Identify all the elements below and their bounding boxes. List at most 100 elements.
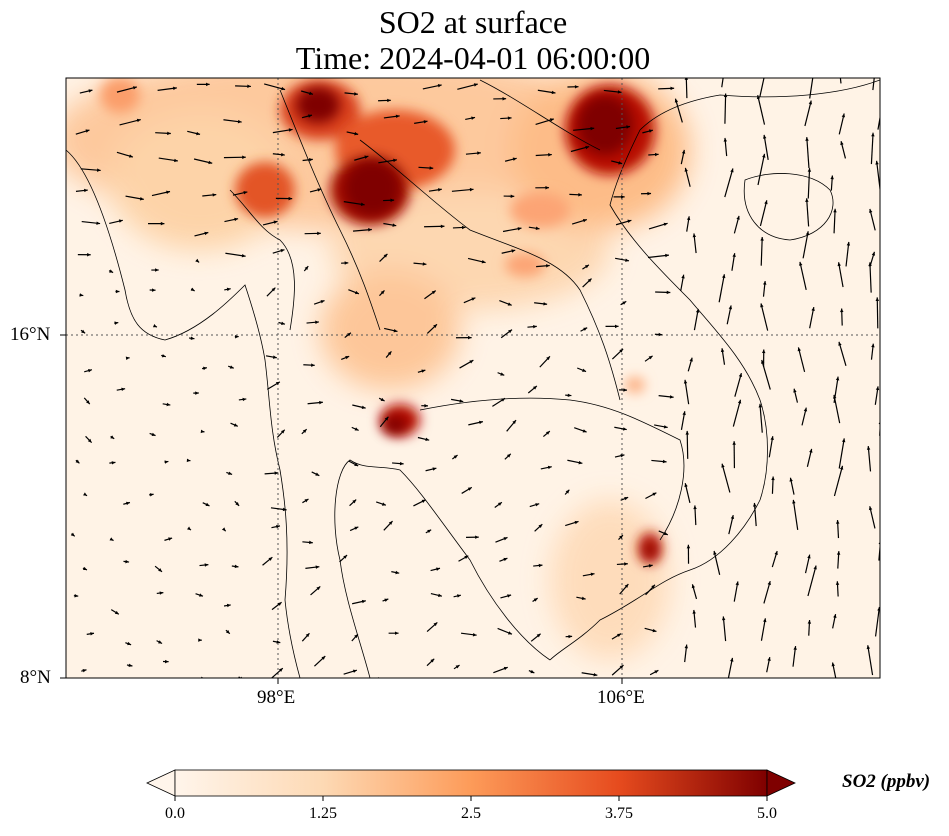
wind-arrow-head bbox=[574, 520, 579, 525]
coastline-borders bbox=[66, 79, 880, 678]
map-title: SO2 at surface bbox=[378, 4, 568, 40]
wind-arrow-head bbox=[689, 357, 693, 362]
wind-arrow-head bbox=[501, 398, 506, 402]
wind-arrow-head bbox=[477, 151, 481, 155]
wind-arrow-shaft bbox=[757, 95, 766, 125]
wind-arrow-head bbox=[305, 633, 310, 638]
wind-arrow-head bbox=[837, 63, 840, 67]
wind-arrow-shaft bbox=[685, 78, 688, 99]
wind-arrow-head bbox=[681, 274, 685, 279]
wind-arrow-head bbox=[582, 429, 587, 433]
wind-arrow-shaft bbox=[760, 618, 766, 641]
wind-arrow-head bbox=[590, 572, 595, 577]
wind-arrow-head bbox=[771, 476, 775, 481]
wind-arrow-shaft bbox=[839, 78, 842, 84]
wind-arrow-head bbox=[590, 126, 595, 131]
wind-arrow-head bbox=[387, 351, 392, 356]
wind-arrow-head bbox=[811, 307, 815, 311]
wind-arrow-head bbox=[720, 348, 725, 353]
wind-arrow-head bbox=[663, 531, 668, 536]
wind-arrow-head bbox=[186, 458, 191, 463]
wind-arrow-head bbox=[803, 407, 808, 412]
wind-arrow-head bbox=[881, 100, 884, 104]
wind-arrow-head bbox=[846, 241, 851, 246]
wind-arrow-head bbox=[622, 301, 627, 305]
wind-arrow-head bbox=[833, 614, 837, 618]
map-subtitle-time: Time: 2024-04-01 06:00:00 bbox=[295, 40, 651, 76]
wind-arrow-head bbox=[393, 328, 398, 333]
wind-arrow-head bbox=[648, 129, 653, 133]
wind-arrow-head bbox=[132, 86, 137, 90]
wind-arrow-head bbox=[760, 237, 764, 241]
wind-arrow-head bbox=[503, 537, 508, 541]
wind-arrow-head bbox=[354, 290, 359, 295]
wind-arrow-shaft bbox=[718, 274, 725, 303]
wind-arrow-head bbox=[422, 262, 427, 266]
wind-arrow-head bbox=[684, 167, 688, 172]
wind-arrow-shaft bbox=[799, 261, 807, 291]
wind-arrow-head bbox=[247, 84, 251, 89]
wind-arrow-head bbox=[235, 502, 240, 506]
wind-arrow-head bbox=[728, 305, 733, 310]
lat-label-8n: 8°N bbox=[20, 667, 51, 688]
wind-arrow-head bbox=[128, 154, 133, 158]
wind-arrow-head bbox=[233, 423, 238, 427]
wind-arrow-head bbox=[581, 596, 586, 601]
wind-arrow-head bbox=[620, 453, 625, 458]
wind-arrow-head bbox=[125, 356, 130, 360]
wind-arrow-shaft bbox=[238, 676, 242, 678]
wind-arrow-head bbox=[243, 191, 248, 195]
wind-arrow-head bbox=[204, 231, 209, 236]
wind-arrow-head bbox=[473, 83, 478, 87]
wind-arrow-head bbox=[565, 489, 570, 494]
wind-arrow-head bbox=[737, 399, 742, 404]
wind-arrow-head bbox=[315, 320, 319, 325]
wind-arrow-head bbox=[436, 567, 440, 571]
wind-arrow-head bbox=[430, 658, 435, 663]
wind-arrow-head bbox=[237, 119, 242, 124]
wind-arrow-head bbox=[395, 114, 400, 119]
wind-arrow-head bbox=[304, 499, 309, 503]
wind-arrow-head bbox=[429, 166, 434, 170]
wind-arrow-head bbox=[797, 347, 801, 352]
wind-arrow-head bbox=[674, 98, 679, 103]
wind-arrow-head bbox=[317, 231, 321, 236]
wind-arrow-head bbox=[235, 334, 239, 339]
wind-arrow-head bbox=[549, 118, 554, 122]
wind-arrow-head bbox=[475, 535, 479, 539]
wind-arrow-head bbox=[695, 308, 700, 313]
wind-arrow-head bbox=[874, 63, 877, 67]
wind-arrow-shaft bbox=[876, 297, 879, 329]
wind-arrow-head bbox=[593, 672, 598, 677]
wind-arrow-head bbox=[621, 195, 625, 199]
wind-arrow-head bbox=[840, 141, 844, 146]
wind-arrow-head bbox=[208, 160, 213, 165]
wind-arrow-head bbox=[805, 231, 810, 236]
wind-arrow-shaft bbox=[887, 479, 894, 505]
wind-arrow-head bbox=[721, 463, 725, 468]
wind-arrow-head bbox=[763, 281, 767, 285]
wind-arrow-head bbox=[277, 602, 282, 606]
lat-label-16n: 16°N bbox=[10, 324, 51, 345]
wind-arrow-head bbox=[574, 85, 579, 89]
wind-arrow-shaft bbox=[734, 372, 742, 397]
wind-arrow-head bbox=[764, 200, 768, 205]
wind-arrow-head bbox=[683, 379, 688, 384]
wind-arrow-head bbox=[869, 208, 873, 213]
wind-arrow-head bbox=[507, 594, 512, 598]
wind-arrow-head bbox=[722, 274, 726, 279]
wind-arrow-shaft bbox=[732, 399, 742, 427]
wind-arrow-head bbox=[730, 657, 734, 662]
wind-arrow-head bbox=[461, 225, 466, 230]
wind-arrow-head bbox=[666, 290, 671, 295]
wind-arrow-head bbox=[585, 145, 590, 150]
wind-arrow-head bbox=[547, 465, 552, 470]
wind-arrow-head bbox=[503, 666, 508, 671]
wind-arrow-head bbox=[875, 386, 880, 391]
wind-arrow-shaft bbox=[806, 198, 810, 227]
wind-arrow-shaft bbox=[264, 83, 286, 91]
wind-arrow-head bbox=[770, 436, 774, 441]
wind-arrow-head bbox=[548, 153, 552, 157]
wind-arrow-head bbox=[118, 219, 123, 223]
